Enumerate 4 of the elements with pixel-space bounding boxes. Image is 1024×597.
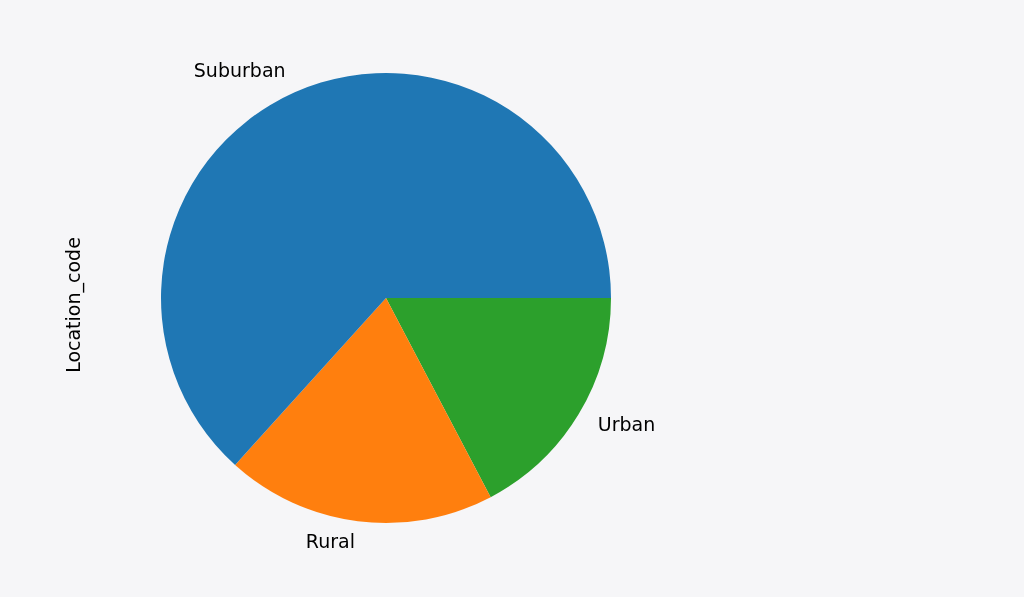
slice-label: Urban [597,412,656,435]
slice-label: Suburban [193,58,286,81]
text: Location_code [61,237,85,373]
slice-label: Rural [305,530,355,553]
